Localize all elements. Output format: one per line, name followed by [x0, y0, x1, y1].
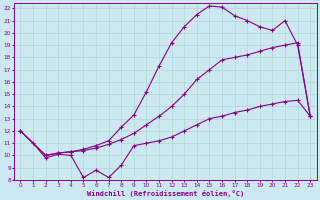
- X-axis label: Windchill (Refroidissement éolien,°C): Windchill (Refroidissement éolien,°C): [87, 190, 244, 197]
